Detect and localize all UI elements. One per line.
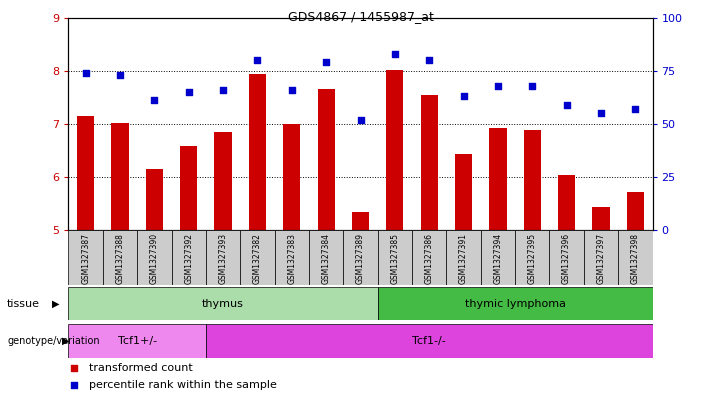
Text: GSM1327394: GSM1327394	[493, 233, 503, 284]
Point	[492, 83, 504, 89]
Bar	[593, 207, 609, 230]
Bar	[215, 132, 231, 230]
Text: GSM1327389: GSM1327389	[356, 233, 365, 284]
Point	[423, 57, 435, 63]
Bar	[584, 230, 618, 285]
Text: Tcf1-/-: Tcf1-/-	[412, 336, 446, 346]
Bar	[309, 230, 343, 285]
Bar	[618, 230, 653, 285]
Text: thymus: thymus	[202, 299, 244, 309]
Point	[320, 59, 332, 65]
Point	[526, 83, 538, 89]
Bar	[386, 70, 404, 230]
Bar	[112, 123, 128, 230]
Point	[252, 57, 263, 63]
Point	[629, 106, 641, 112]
Bar	[240, 230, 275, 285]
Bar	[180, 146, 198, 230]
Bar	[249, 74, 266, 230]
Text: GSM1327386: GSM1327386	[425, 233, 434, 284]
Text: GSM1327390: GSM1327390	[150, 233, 159, 284]
Bar	[378, 230, 412, 285]
Point	[217, 87, 229, 93]
Text: GSM1327387: GSM1327387	[81, 233, 90, 284]
Point	[149, 97, 160, 104]
Bar	[206, 324, 653, 358]
Bar	[455, 154, 472, 230]
Bar	[172, 230, 206, 285]
Point	[355, 116, 366, 123]
Bar	[420, 95, 438, 230]
Text: GDS4867 / 1455987_at: GDS4867 / 1455987_at	[288, 10, 433, 23]
Bar	[68, 287, 378, 320]
Point	[114, 72, 125, 78]
Point	[389, 51, 401, 57]
Text: GSM1327395: GSM1327395	[528, 233, 536, 284]
Bar	[68, 230, 103, 285]
Text: Tcf1+/-: Tcf1+/-	[118, 336, 156, 346]
Bar	[558, 175, 575, 230]
Bar	[103, 230, 137, 285]
Bar	[490, 127, 506, 230]
Bar	[352, 212, 369, 230]
Text: genotype/variation: genotype/variation	[7, 336, 99, 346]
Bar	[343, 230, 378, 285]
Text: GSM1327392: GSM1327392	[185, 233, 193, 284]
Bar	[137, 230, 172, 285]
Point	[286, 87, 298, 93]
Text: GSM1327393: GSM1327393	[218, 233, 228, 284]
Bar	[523, 130, 541, 230]
Point	[408, 321, 420, 327]
Text: GSM1327384: GSM1327384	[322, 233, 331, 284]
Point	[80, 70, 92, 76]
Text: GSM1327382: GSM1327382	[253, 233, 262, 283]
Bar	[275, 230, 309, 285]
Text: GSM1327385: GSM1327385	[390, 233, 399, 284]
Text: GSM1327396: GSM1327396	[562, 233, 571, 284]
Text: tissue: tissue	[7, 299, 40, 309]
Text: ▶: ▶	[52, 299, 59, 309]
Bar	[68, 324, 206, 358]
Text: ▶: ▶	[62, 336, 69, 346]
Bar	[446, 230, 481, 285]
Point	[561, 101, 572, 108]
Text: percentile rank within the sample: percentile rank within the sample	[89, 380, 277, 390]
Point	[596, 110, 607, 116]
Bar	[378, 287, 653, 320]
Point	[408, 166, 420, 173]
Text: GSM1327391: GSM1327391	[459, 233, 468, 284]
Bar	[627, 192, 644, 230]
Text: thymic lymphoma: thymic lymphoma	[464, 299, 565, 309]
Bar	[481, 230, 515, 285]
Bar	[77, 116, 94, 230]
Bar	[146, 169, 163, 230]
Bar	[412, 230, 446, 285]
Text: GSM1327383: GSM1327383	[287, 233, 296, 284]
Bar	[317, 89, 335, 230]
Text: GSM1327397: GSM1327397	[596, 233, 606, 284]
Text: GSM1327388: GSM1327388	[115, 233, 125, 283]
Point	[183, 89, 195, 95]
Bar	[549, 230, 584, 285]
Text: GSM1327398: GSM1327398	[631, 233, 640, 284]
Bar	[515, 230, 549, 285]
Point	[458, 93, 469, 99]
Bar	[283, 124, 301, 230]
Text: transformed count: transformed count	[89, 364, 193, 373]
Bar	[206, 230, 240, 285]
